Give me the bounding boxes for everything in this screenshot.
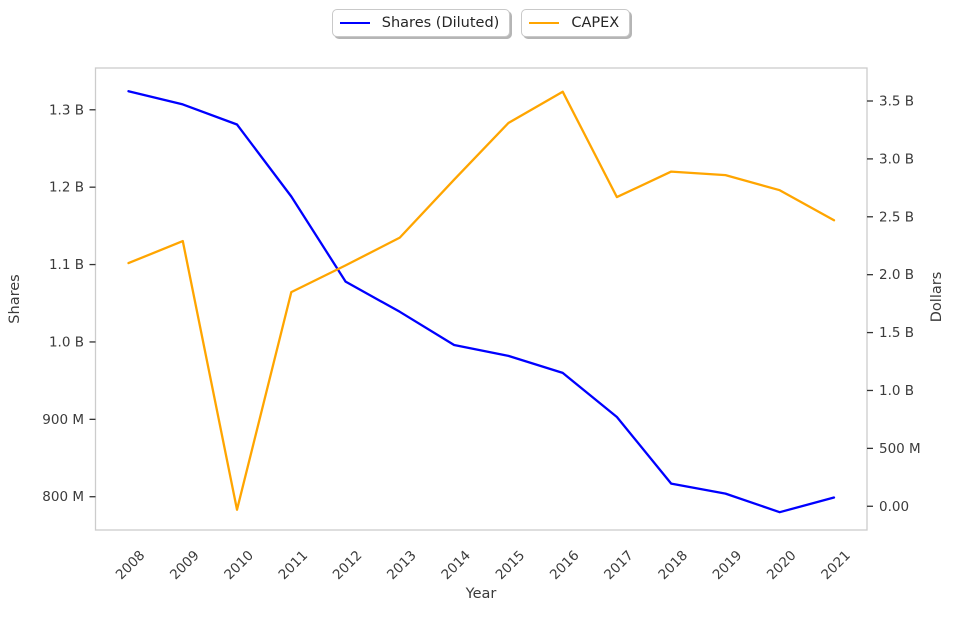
tick-label: 1.0 B [49,334,84,350]
plot-area-border [94,67,868,531]
right-axis-title: Dollars [929,272,945,323]
tick-label: 500 M [879,441,921,457]
tick-label: 1.2 B [49,180,84,196]
left-axis-tick-labels: 800 M 900 M 1.0 B 1.1 B 1.2 B 1.3 B [42,102,84,505]
tick-label: 2021 [818,548,854,584]
x-axis-tick-labels: 2008 2009 2010 2011 2012 2013 2014 2015 2016 2017… [113,548,854,584]
tick-label: 0.00 [879,499,909,515]
tick-label: 2015 [493,548,529,584]
tick-label: 1.5 B [879,325,914,341]
tick-label: 2011 [276,548,312,584]
tick-label: 2009 [167,548,203,584]
left-axis-title: Shares [7,274,23,323]
tick-label: 1.1 B [49,257,84,273]
capex-series-line [127,90,836,511]
shares-series-line [127,90,836,514]
tick-label: 2020 [764,548,800,584]
tick-label: 3.5 B [879,94,914,110]
axis-tick-marks [89,100,873,507]
tick-label: 2.5 B [879,209,914,225]
tick-label: 2014 [438,548,474,584]
tick-label: 1.0 B [879,383,914,399]
tick-label: 2008 [113,548,149,584]
tick-label: 2016 [547,548,583,584]
tick-label: 2013 [384,548,420,584]
tick-label: 3.0 B [879,151,914,167]
x-axis-title: Year [465,586,497,602]
tick-label: 2.0 B [879,267,914,283]
tick-label: 2017 [601,548,637,584]
tick-label: 1.3 B [49,102,84,118]
right-axis-tick-labels: 0.00 500 M 1.0 B 1.5 B 2.0 B 2.5 B 3.0 B 3.5 B [879,94,921,515]
tick-label: 800 M [42,489,84,505]
tick-label: 2019 [710,548,746,584]
tick-label: 2012 [330,548,366,584]
tick-label: 900 M [42,412,84,428]
tick-label: 2010 [221,548,257,584]
tick-label: 2018 [655,548,691,584]
